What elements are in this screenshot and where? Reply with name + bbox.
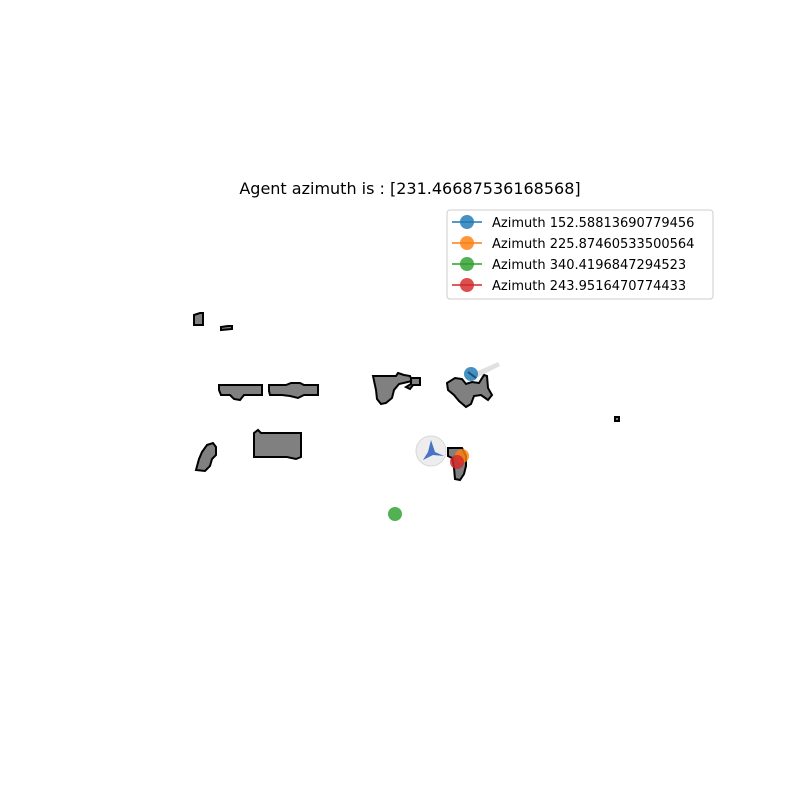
agent-arrow-icon: [423, 440, 444, 460]
legend-label: Azimuth 152.58813690779456: [492, 216, 694, 231]
obstacle: [193, 312, 204, 326]
obstacle: [371, 371, 414, 406]
legend-label: Azimuth 340.4196847294523: [492, 258, 686, 273]
legend-marker: [460, 215, 474, 229]
azimuth-ray-layer: [471, 362, 500, 378]
obstacle: [253, 428, 302, 461]
legend: Azimuth 152.58813690779456 Azimuth 225.87…: [446, 209, 714, 300]
map-title: Agent azimuth is : [231.46687536168568]: [239, 179, 580, 198]
obstacle: [194, 441, 217, 473]
target-point: [388, 507, 402, 521]
obstacle-layer: [193, 312, 620, 482]
legend-frame: [446, 209, 714, 300]
obstacle: [445, 373, 494, 409]
obstacle: [220, 325, 233, 332]
legend-label: Azimuth 225.87460533500564: [492, 237, 694, 252]
obstacle: [614, 416, 620, 422]
obstacle: [403, 377, 421, 391]
legend-marker: [460, 236, 474, 250]
target-point: [450, 455, 464, 469]
azimuth-ray: [471, 362, 500, 378]
legend-marker: [460, 278, 474, 292]
agent-marker: [415, 435, 447, 467]
legend-label: Azimuth 243.9516470774433: [492, 279, 686, 294]
obstacle: [268, 382, 319, 400]
obstacle: [218, 384, 263, 402]
target-heading-tick: [467, 371, 477, 379]
target-layer: [388, 367, 478, 521]
legend-marker: [460, 257, 474, 271]
